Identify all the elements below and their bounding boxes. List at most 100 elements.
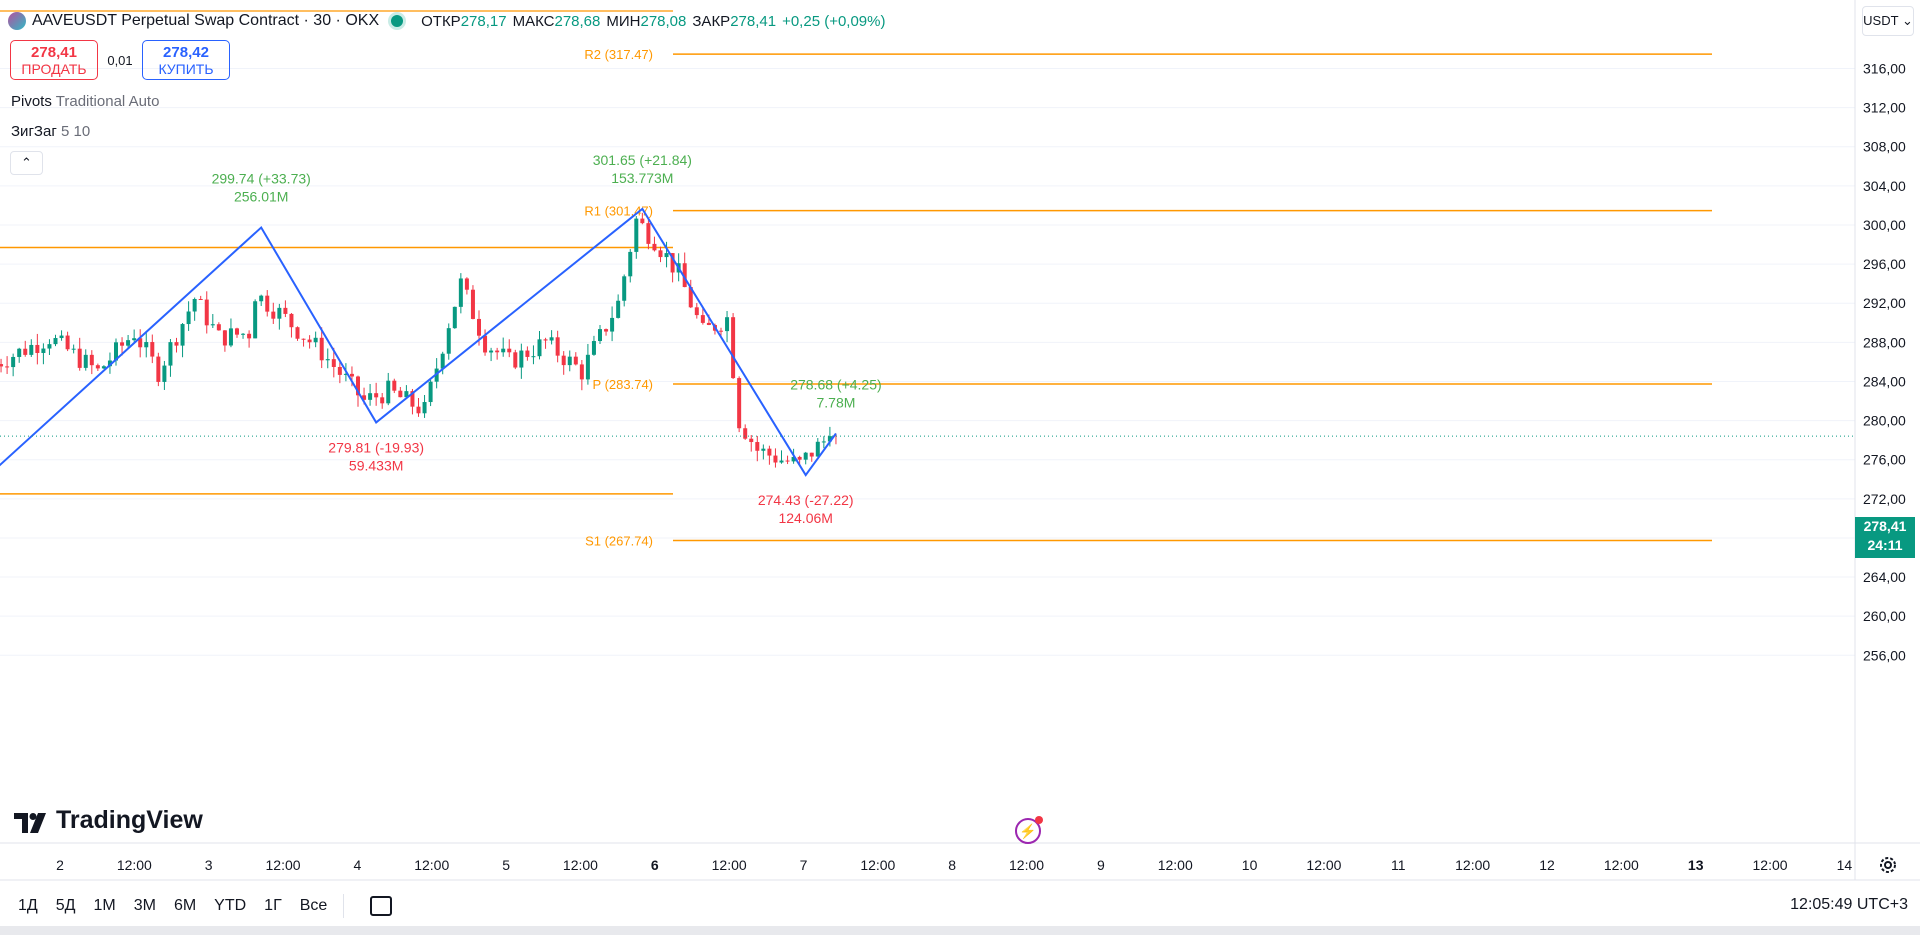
candle-body <box>549 337 554 341</box>
candle-body <box>174 342 179 346</box>
candle-body <box>277 307 282 319</box>
x-tick-label: 12:00 <box>1158 857 1193 873</box>
candle-body <box>827 436 832 442</box>
candle-body <box>761 448 766 451</box>
trade-panel: 278,41 ПРОДАТЬ 0,01 278,42 КУПИТЬ <box>10 40 230 80</box>
zigzag-volume-label: 256.01M <box>234 189 288 205</box>
x-tick-label: 12:00 <box>712 857 747 873</box>
timeframe-1d[interactable]: 1Д <box>18 897 38 914</box>
sell-price: 278,41 <box>31 44 77 61</box>
candle-body <box>706 322 711 325</box>
candle-body <box>59 335 64 339</box>
timeframe-1y[interactable]: 1Г <box>264 897 282 914</box>
currency-selector[interactable]: USDT ⌄ <box>1862 6 1914 36</box>
buy-button[interactable]: 278,42 КУПИТЬ <box>142 40 230 80</box>
market-status-icon[interactable] <box>391 15 404 27</box>
x-tick-label: 8 <box>948 857 956 873</box>
low-label: МИН <box>606 12 641 30</box>
open-label: ОТКР <box>421 12 461 30</box>
x-tick-label: 12:00 <box>860 857 895 873</box>
low-value: 278,08 <box>640 12 687 30</box>
y-tick-label: 300,00 <box>1863 217 1906 233</box>
candle-body <box>428 381 433 403</box>
candle-body <box>168 342 173 366</box>
candle-body <box>380 397 385 404</box>
x-tick-label: 7 <box>800 857 808 873</box>
zigzag-name: ЗигЗаг <box>11 123 57 140</box>
candle-body <box>65 335 70 350</box>
x-tick-label: 4 <box>354 857 362 873</box>
tradingview-logo[interactable]: TradingView <box>14 806 203 835</box>
candle-body <box>35 344 40 353</box>
candle-body <box>670 253 675 273</box>
candle-body <box>543 339 548 341</box>
candle-body <box>216 324 221 331</box>
candle-body <box>349 373 354 377</box>
currency-label: USDT <box>1863 13 1899 28</box>
collapse-legend-button[interactable]: ⌃ <box>10 151 43 175</box>
candle-body <box>325 359 330 361</box>
y-tick-label: 276,00 <box>1863 452 1906 468</box>
candle-body <box>313 337 318 343</box>
zigzag-indicator-legend[interactable]: ЗигЗаг 5 10 <box>11 123 90 140</box>
timeframe-1m[interactable]: 1М <box>93 897 116 914</box>
candle-body <box>253 301 258 339</box>
candle-body <box>47 344 52 349</box>
candle-body <box>737 378 742 429</box>
x-tick-label: 12:00 <box>1455 857 1490 873</box>
candle-body <box>241 333 246 335</box>
candle-body <box>598 329 602 342</box>
timeframe-5d[interactable]: 5Д <box>55 897 76 914</box>
aave-coin-icon <box>8 12 26 30</box>
candle-body <box>368 393 373 400</box>
x-tick-label: 12:00 <box>1753 857 1788 873</box>
candle-body <box>700 315 705 323</box>
candle-body <box>192 298 197 312</box>
bottom-toolbar: 1Д 5Д 1М 3М 6М YTD 1Г Все <box>0 887 1920 925</box>
sell-button[interactable]: 278,41 ПРОДАТЬ <box>10 40 98 80</box>
pivot-label: R2 (317.47) <box>584 47 653 62</box>
candle-body <box>204 299 209 326</box>
calendar-range-icon[interactable] <box>370 896 393 916</box>
candle-body <box>573 356 578 365</box>
y-tick-label: 296,00 <box>1863 256 1906 272</box>
candle-body <box>138 338 143 348</box>
candle-body <box>198 298 203 300</box>
x-tick-label: 12 <box>1539 857 1555 873</box>
candle-body <box>410 391 415 407</box>
notification-dot <box>1035 816 1043 824</box>
candle-body <box>616 300 621 318</box>
x-tick-label: 3 <box>205 857 213 873</box>
pivots-indicator-legend[interactable]: Pivots Traditional Auto <box>11 93 159 110</box>
symbol-header: AAVEUSDT Perpetual Swap Contract · 30 · … <box>8 9 885 33</box>
candle-body <box>416 406 421 414</box>
symbol-title[interactable]: AAVEUSDT Perpetual Swap Contract · 30 · … <box>32 12 380 29</box>
clock-timezone[interactable]: 12:05:49 UTC+3 <box>1790 896 1908 913</box>
y-tick-label: 280,00 <box>1863 413 1906 429</box>
sell-label: ПРОДАТЬ <box>21 61 87 77</box>
timeframe-all[interactable]: Все <box>299 897 328 914</box>
candle-body <box>107 360 112 367</box>
candle-body <box>83 354 88 368</box>
candle-body <box>319 337 324 361</box>
timeframe-3m[interactable]: 3М <box>133 897 156 914</box>
pivot-label: S1 (267.74) <box>585 533 653 548</box>
candle-body <box>398 390 403 398</box>
timeframe-ytd[interactable]: YTD <box>214 897 247 914</box>
candle-body <box>392 380 397 391</box>
candle-body <box>640 218 645 224</box>
zigzag-price-label: 301.65 (+21.84) <box>593 152 692 168</box>
candle-body <box>210 324 215 326</box>
gear-icon[interactable] <box>1877 854 1899 876</box>
y-tick-label: 272,00 <box>1863 491 1906 507</box>
candle-body <box>531 356 536 358</box>
bottom-strip <box>0 926 1920 935</box>
zigzag-polyline <box>0 207 837 477</box>
lightning-icon[interactable]: ⚡ <box>1015 816 1043 844</box>
timeframe-6m[interactable]: 6М <box>173 897 197 914</box>
pivot-levels: R2 (317.47)R1 (301.47)P (283.74)S1 (267.… <box>0 10 1712 548</box>
buy-price: 278,42 <box>163 44 209 61</box>
candle-body <box>501 348 506 353</box>
x-tick-label: 12:00 <box>563 857 598 873</box>
